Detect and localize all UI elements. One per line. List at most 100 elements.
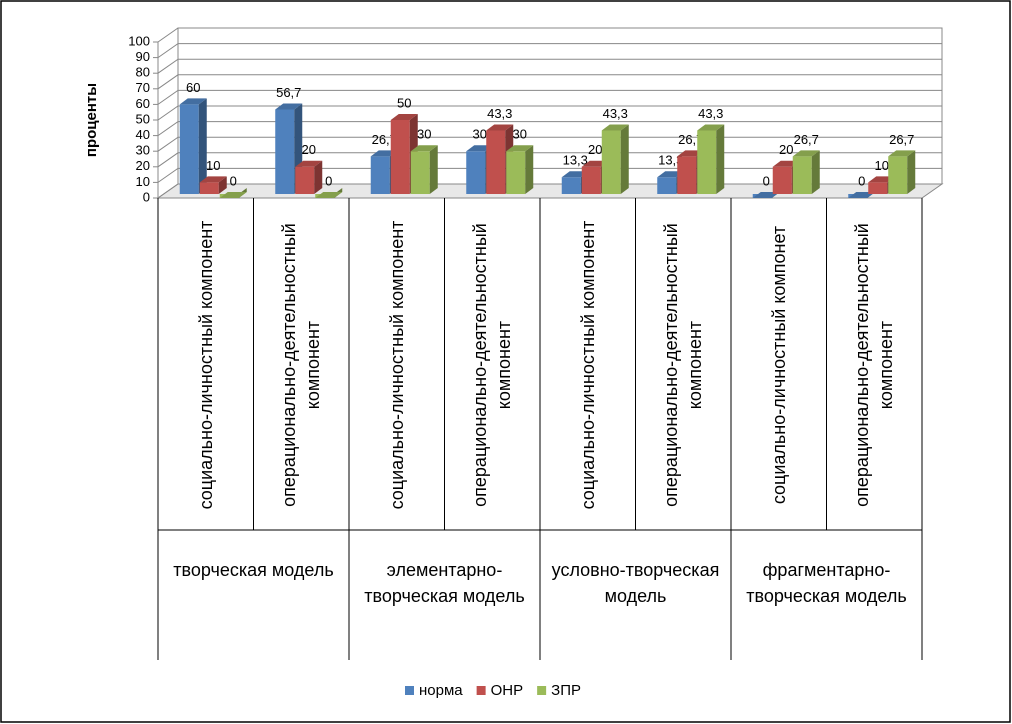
bar bbox=[410, 145, 438, 194]
grid-line bbox=[157, 58, 942, 74]
bar-front bbox=[581, 166, 601, 194]
y-axis-label: проценты bbox=[83, 83, 100, 157]
bar-front bbox=[561, 177, 581, 194]
bar-top bbox=[179, 98, 207, 105]
legend-swatch bbox=[405, 686, 414, 695]
group-label: фрагментарно-творческая модель bbox=[746, 560, 907, 606]
legend-label: норма bbox=[419, 682, 463, 699]
legend-label: ЗПР bbox=[551, 682, 581, 699]
bar-front bbox=[275, 109, 295, 194]
y-tick-label: 0 bbox=[143, 189, 150, 204]
bar-front bbox=[370, 156, 390, 194]
value-label: 10 bbox=[875, 158, 889, 173]
value-label: 13,3 bbox=[563, 153, 588, 168]
bar-front bbox=[390, 120, 410, 194]
bar-front bbox=[697, 130, 717, 194]
bar bbox=[219, 188, 247, 198]
bar-front bbox=[506, 151, 526, 194]
value-label: 20 bbox=[588, 142, 602, 157]
value-label: 30 bbox=[417, 127, 431, 142]
y-tick-label: 30 bbox=[136, 143, 150, 158]
bar-front bbox=[295, 166, 315, 194]
value-label: 0 bbox=[230, 173, 237, 188]
value-label: 43,3 bbox=[487, 106, 512, 121]
bar bbox=[792, 150, 820, 194]
grid-line bbox=[157, 136, 942, 152]
bar-front bbox=[772, 166, 792, 194]
value-label: 20 bbox=[302, 142, 316, 157]
bar-side bbox=[716, 124, 725, 194]
category-label: социально-личностный компонет bbox=[768, 225, 789, 505]
category-label: социально-личностный компонент bbox=[577, 220, 598, 510]
group-label: элементарно-творческая модель bbox=[364, 560, 525, 606]
bar-front bbox=[792, 156, 812, 194]
category-label: социально-личностный компонент bbox=[386, 220, 407, 510]
value-label: 30 bbox=[473, 127, 487, 142]
bar-top bbox=[390, 114, 418, 120]
bar-top bbox=[697, 124, 725, 131]
bar-top bbox=[410, 145, 438, 152]
value-label: 10 bbox=[206, 158, 220, 173]
category-label: операционально-деятельностный компонент bbox=[661, 223, 706, 507]
grid-line bbox=[157, 89, 942, 105]
bar bbox=[697, 124, 725, 194]
bar bbox=[295, 160, 323, 194]
bar-side bbox=[811, 150, 820, 194]
value-label: 0 bbox=[763, 173, 770, 188]
value-label: 26,7 bbox=[372, 132, 397, 147]
bar-side bbox=[429, 145, 438, 194]
y-tick-label: 20 bbox=[136, 158, 150, 173]
value-label: 56,7 bbox=[276, 85, 301, 100]
bar-front bbox=[677, 156, 697, 194]
bar-side bbox=[314, 160, 323, 194]
bar-top bbox=[295, 160, 323, 167]
bar-front bbox=[410, 151, 430, 194]
bar-front bbox=[199, 182, 219, 194]
value-label: 30 bbox=[513, 127, 527, 142]
bar-top bbox=[506, 145, 534, 152]
bar-side bbox=[907, 150, 916, 194]
bar-top bbox=[275, 103, 303, 110]
bar-front bbox=[868, 182, 888, 194]
y-tick-label: 10 bbox=[136, 174, 150, 189]
bar-side bbox=[620, 124, 629, 194]
bar-top bbox=[315, 192, 343, 198]
bar-top bbox=[888, 150, 916, 157]
bar-side bbox=[218, 176, 227, 194]
group-label: условно-творческая модель bbox=[551, 560, 720, 606]
y-tick-label: 100 bbox=[128, 33, 150, 48]
bar-side bbox=[525, 145, 534, 194]
grid-line bbox=[157, 121, 942, 137]
value-label: 26,7 bbox=[889, 132, 914, 147]
value-label: 20 bbox=[779, 142, 793, 157]
legend-label: ОНР bbox=[491, 682, 524, 699]
bar-top bbox=[199, 176, 227, 183]
bar-front bbox=[657, 177, 677, 194]
grid-line bbox=[157, 74, 942, 90]
bar bbox=[199, 176, 227, 194]
grid-line bbox=[157, 105, 942, 121]
bar bbox=[506, 145, 534, 194]
category-label: операционально-деятельностный компонент bbox=[470, 223, 515, 507]
value-label: 0 bbox=[858, 173, 865, 188]
grid-line bbox=[157, 43, 942, 59]
bar bbox=[888, 150, 916, 194]
value-label: 60 bbox=[186, 80, 200, 95]
bar bbox=[179, 98, 207, 194]
y-tick-label: 60 bbox=[136, 96, 150, 111]
group-label: творческая модель bbox=[173, 560, 334, 580]
value-label: 0 bbox=[325, 173, 332, 188]
bar-side bbox=[198, 98, 207, 194]
category-label: социально-личностный компонент bbox=[195, 220, 216, 510]
bar bbox=[315, 188, 343, 198]
bar-front bbox=[179, 104, 199, 194]
value-label: 50 bbox=[397, 95, 411, 110]
bar-front bbox=[466, 151, 486, 194]
category-label: операционально-деятельностный компонент bbox=[279, 223, 324, 507]
value-label: 13,3 bbox=[658, 153, 683, 168]
bar-top bbox=[601, 124, 629, 131]
y-tick-label: 50 bbox=[136, 111, 150, 126]
legend-swatch bbox=[537, 686, 547, 695]
